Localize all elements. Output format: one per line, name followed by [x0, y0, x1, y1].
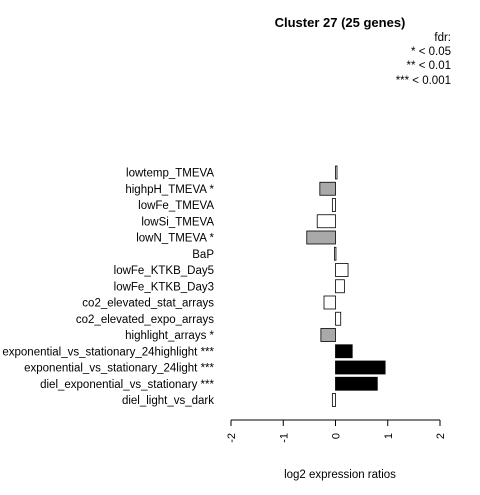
category-label: exponential_vs_stationary_24light ***: [24, 363, 214, 375]
category-label: highpH_TMEVA *: [125, 184, 214, 196]
bar: [335, 263, 349, 277]
category-label: lowtemp_TMEVA: [126, 168, 214, 180]
legend-entry: *** < 0.001: [396, 75, 451, 87]
category-label: co2_elevated_expo_arrays: [76, 314, 214, 326]
bar: [335, 376, 378, 391]
bar: [320, 328, 336, 342]
category-label: lowSi_TMEVA: [141, 216, 214, 228]
bar: [306, 230, 336, 245]
category-label: diel_exponential_vs_stationary ***: [40, 379, 214, 391]
category-label: BaP: [192, 249, 214, 261]
category-label: exponential_vs_stationary_24highlight **…: [2, 346, 214, 358]
legend-entry: * < 0.05: [411, 46, 451, 58]
bar: [319, 181, 336, 196]
x-tick-label: -2: [226, 433, 238, 443]
bars: [306, 165, 386, 407]
bar: [331, 198, 336, 212]
x-axis-label: log2 expression ratios: [284, 469, 396, 481]
category-label: lowFe_KTKB_Day3: [114, 281, 214, 293]
bar: [323, 295, 336, 310]
x-tick-label: 1: [383, 433, 395, 439]
bar: [334, 246, 337, 261]
x-tick-label: -1: [278, 433, 290, 443]
legend: fdr: * < 0.05 ** < 0.01 *** < 0.001: [396, 32, 451, 87]
x-axis: -2 -1 0 1 2: [226, 419, 447, 443]
legend-entry: ** < 0.01: [407, 60, 451, 72]
bar: [335, 165, 338, 180]
category-label: lowFe_KTKB_Day5: [114, 265, 214, 277]
bar: [335, 311, 342, 326]
bar: [316, 214, 336, 229]
category-labels: lowtemp_TMEVA highpH_TMEVA * lowFe_TMEVAlo…: [2, 168, 214, 408]
bar: [335, 279, 345, 294]
bar: [335, 344, 353, 359]
category-label: lowN_TMEVA *: [136, 233, 214, 245]
chart-title: Cluster 27 (25 genes): [275, 15, 406, 30]
category-label: lowFe_TMEVA: [138, 200, 214, 212]
x-tick-label: 0: [331, 433, 343, 439]
bar: [335, 360, 386, 375]
category-label: co2_elevated_stat_arrays: [82, 298, 214, 310]
category-label: highlight_arrays *: [125, 330, 214, 342]
category-label: diel_light_vs_dark: [122, 395, 214, 407]
legend-title: fdr:: [434, 32, 451, 44]
bar: [331, 393, 336, 407]
x-tick-label: 2: [435, 433, 447, 439]
